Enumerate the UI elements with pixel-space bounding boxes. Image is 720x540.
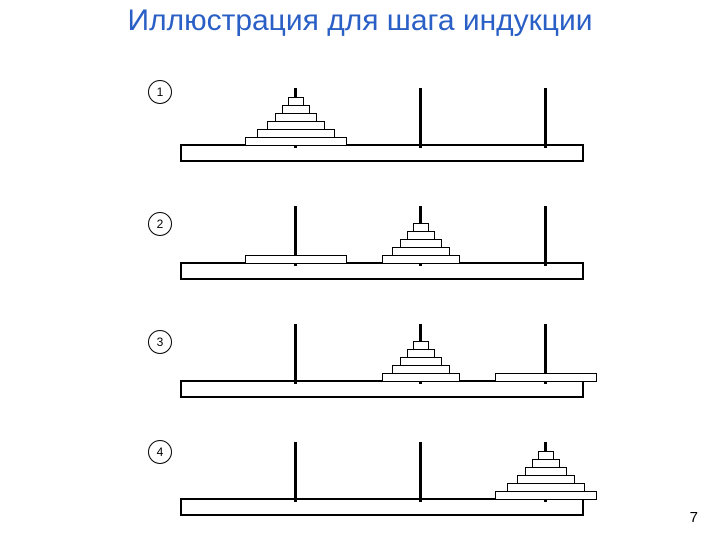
hanoi-step-2: 2 [140, 170, 600, 280]
disc [400, 357, 442, 366]
disc [257, 129, 335, 138]
disc [495, 491, 597, 500]
peg [419, 88, 422, 148]
peg [544, 88, 547, 148]
hanoi-step-1: 1 [140, 52, 600, 162]
disc [382, 255, 460, 264]
hanoi-step-3: 3 [140, 288, 600, 398]
disc [413, 341, 429, 350]
step-label: 1 [148, 80, 172, 104]
disc [245, 255, 347, 264]
base [180, 380, 584, 398]
disc [245, 137, 347, 146]
step-label: 3 [148, 330, 172, 354]
disc [382, 373, 460, 382]
disc [392, 365, 450, 374]
disc [407, 231, 435, 240]
disc [275, 113, 317, 122]
peg [294, 324, 297, 384]
base [180, 262, 584, 280]
peg [544, 206, 547, 266]
disc [407, 349, 435, 358]
disc [517, 475, 575, 484]
disc [532, 459, 560, 468]
peg [294, 442, 297, 502]
disc [413, 223, 429, 232]
base [180, 144, 584, 162]
peg [419, 442, 422, 502]
disc [400, 239, 442, 248]
page-number: 7 [690, 509, 698, 526]
disc [495, 373, 597, 382]
disc [392, 247, 450, 256]
disc [538, 451, 554, 460]
base [180, 498, 584, 516]
slide-title: Иллюстрация для шага индукции [0, 4, 720, 38]
disc [282, 105, 310, 114]
hanoi-step-4: 4 [140, 406, 600, 516]
disc [267, 121, 325, 130]
disc [288, 97, 304, 106]
step-label: 2 [148, 212, 172, 236]
disc [525, 467, 567, 476]
step-label: 4 [148, 440, 172, 464]
hanoi-diagram: 1 2 3 4 [140, 52, 600, 524]
disc [507, 483, 585, 492]
